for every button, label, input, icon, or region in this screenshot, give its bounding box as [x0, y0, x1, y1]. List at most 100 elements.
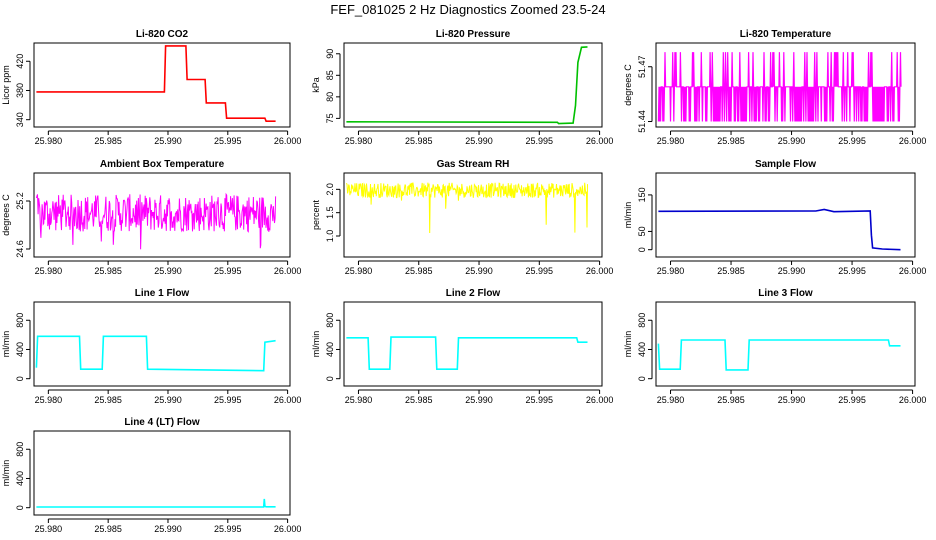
x-tick-label: 25.990	[154, 266, 182, 276]
y-tick-label: 0	[637, 247, 647, 252]
y-tick-label: 400	[15, 471, 25, 486]
x-tick-label: 25.990	[154, 524, 182, 534]
y-axis-label: ml/min	[311, 331, 321, 358]
x-tick-label: 25.995	[526, 395, 554, 405]
panel-title: Line 1 Flow	[135, 288, 190, 299]
x-tick-label: 26.000	[274, 136, 302, 146]
series-line	[658, 208, 901, 251]
x-tick-label: 26.000	[586, 266, 614, 276]
y-tick-label: 75	[325, 113, 335, 123]
panel-title: Li-820 Pressure	[436, 29, 511, 40]
x-tick-label: 25.985	[405, 136, 433, 146]
x-tick-label: 25.980	[35, 524, 63, 534]
y-axis-label: kPa	[311, 77, 321, 93]
y-axis-label: ml/min	[1, 460, 11, 487]
y-tick-label: 85	[325, 70, 335, 80]
x-tick-label: 25.990	[778, 395, 806, 405]
x-tick-label: 25.995	[214, 266, 242, 276]
y-tick-label: 800	[637, 313, 647, 328]
y-tick-label: 80	[325, 92, 335, 102]
panel-3: Li-820 Temperature degrees C 25.980 25.985 2…	[623, 29, 926, 146]
x-tick-label: 25.980	[345, 266, 373, 276]
series-line	[36, 498, 276, 508]
y-tick-label: 800	[325, 313, 335, 328]
x-tick-label: 25.980	[345, 136, 373, 146]
plot-frame	[33, 301, 291, 387]
panel-10: Line 4 (LT) Flow ml/min 25.980 25.985 25.990…	[1, 417, 301, 534]
y-tick-label: 800	[15, 313, 25, 328]
x-tick-label: 25.985	[94, 524, 122, 534]
panel-6: Sample Flow ml/min 25.980 25.985 25.990 25.99…	[623, 159, 926, 276]
x-tick-label: 25.980	[35, 395, 63, 405]
x-tick-label: 25.995	[526, 136, 554, 146]
x-tick-label: 25.985	[717, 266, 745, 276]
y-axis-label: degrees C	[1, 194, 11, 236]
series-line	[36, 45, 276, 122]
y-axis-label: percent	[311, 199, 321, 230]
panel-8: Line 2 Flow ml/min 25.980 25.985 25.990 25.99…	[311, 288, 613, 405]
x-tick-label: 25.990	[778, 136, 806, 146]
plot-frame	[343, 42, 603, 128]
panel-title: Sample Flow	[755, 159, 816, 170]
plot-frame	[655, 301, 916, 387]
x-tick-label: 26.000	[274, 524, 302, 534]
panel-4: Ambient Box Temperature degrees C 25.980 25…	[1, 159, 301, 276]
panel-title: Li-820 CO2	[136, 29, 189, 40]
x-tick-label: 26.000	[586, 136, 614, 146]
x-tick-label: 25.995	[214, 136, 242, 146]
plot-frame	[33, 172, 291, 258]
x-tick-label: 25.995	[214, 395, 242, 405]
series-line	[346, 336, 588, 371]
x-tick-label: 25.980	[35, 266, 63, 276]
x-tick-label: 26.000	[586, 395, 614, 405]
x-tick-label: 25.995	[526, 266, 554, 276]
plot-frame	[655, 42, 916, 128]
y-tick-label: 0	[325, 376, 335, 381]
y-axis-label: ml/min	[1, 331, 11, 358]
x-tick-label: 25.980	[657, 266, 685, 276]
y-tick-label: 0	[15, 376, 25, 381]
y-tick-label: 90	[325, 49, 335, 59]
x-tick-label: 26.000	[899, 266, 927, 276]
y-tick-label: 24.6	[15, 240, 25, 258]
x-tick-label: 25.985	[405, 266, 433, 276]
y-tick-label: 420	[15, 54, 25, 69]
y-tick-label: 380	[15, 83, 25, 98]
x-tick-label: 25.980	[345, 395, 373, 405]
series-line	[657, 339, 901, 371]
x-tick-label: 25.980	[35, 136, 63, 146]
series-line	[35, 192, 277, 250]
y-tick-label: 25.2	[15, 192, 25, 210]
y-tick-label: 400	[637, 342, 647, 357]
y-tick-label: 50	[637, 226, 647, 236]
y-tick-label: 1.0	[325, 230, 335, 243]
panel-title: Gas Stream RH	[437, 159, 510, 170]
plot-frame	[343, 301, 603, 387]
panel-title: Ambient Box Temperature	[100, 159, 225, 170]
series-line	[35, 335, 276, 372]
panel-7: Line 1 Flow ml/min 25.980 25.985 25.990 25.99…	[1, 288, 301, 405]
panel-2: Li-820 Pressure kPa 25.980 25.985 25.990 25.9…	[311, 29, 613, 146]
x-tick-label: 25.990	[154, 395, 182, 405]
plot-frame	[343, 172, 603, 258]
x-tick-label: 25.990	[465, 266, 493, 276]
plot-frame	[33, 430, 291, 516]
series-line	[346, 46, 588, 125]
x-tick-label: 26.000	[274, 266, 302, 276]
y-axis-label: ml/min	[623, 202, 633, 229]
y-tick-label: 150	[637, 187, 647, 202]
x-tick-label: 25.985	[94, 266, 122, 276]
y-axis-label: ml/min	[623, 331, 633, 358]
panel-title: Li-820 Temperature	[740, 29, 832, 40]
y-axis-label: Licor ppm	[1, 65, 11, 105]
x-tick-label: 25.985	[94, 136, 122, 146]
y-tick-label: 51.47	[637, 55, 647, 78]
panel-9: Line 3 Flow ml/min 25.980 25.985 25.990 25.99…	[623, 288, 926, 405]
y-axis-label: degrees C	[623, 64, 633, 106]
x-tick-label: 25.995	[838, 136, 866, 146]
x-tick-label: 25.990	[154, 136, 182, 146]
panel-1: Li-820 CO2 Licor ppm 25.980 25.985 25.990 25.…	[1, 29, 301, 146]
x-tick-label: 25.995	[838, 266, 866, 276]
series-line	[345, 182, 588, 234]
